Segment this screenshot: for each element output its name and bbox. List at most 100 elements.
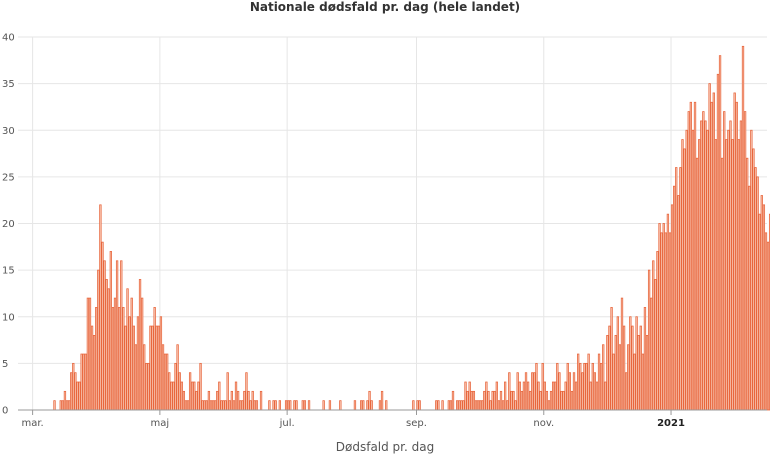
bar [180, 381, 183, 411]
bar [193, 381, 196, 411]
bar [635, 316, 638, 411]
bar [378, 400, 382, 411]
bar [163, 353, 167, 411]
bar [99, 204, 102, 411]
bar [289, 400, 292, 411]
bar [161, 344, 165, 411]
bar [595, 381, 599, 411]
bar [689, 101, 692, 411]
y-tick-label: 25 [2, 172, 15, 183]
bar [526, 381, 530, 411]
bar [241, 400, 244, 411]
bar [115, 260, 119, 411]
bar [474, 400, 478, 411]
bar [685, 129, 688, 411]
bar [645, 334, 649, 411]
y-tick-label: 0 [2, 406, 8, 417]
bar [168, 372, 171, 411]
bar [174, 362, 177, 411]
bar [760, 195, 763, 411]
bar [78, 381, 81, 411]
bar [679, 167, 682, 411]
bar [90, 325, 94, 411]
bar [224, 400, 227, 411]
x-tick-label: jul. [279, 418, 295, 429]
bar [520, 390, 523, 411]
bar [247, 390, 250, 411]
bar [195, 390, 198, 411]
bar [506, 400, 509, 411]
bar [570, 390, 574, 411]
bar [616, 316, 619, 411]
bar [76, 381, 79, 411]
bar [128, 316, 131, 411]
bar [416, 400, 419, 411]
bar [647, 269, 651, 411]
bar [723, 111, 726, 411]
bar [583, 362, 586, 411]
bar [668, 232, 672, 411]
y-tick-label: 40 [2, 33, 15, 44]
bar [449, 400, 453, 411]
bar [750, 129, 753, 411]
bar [673, 185, 676, 411]
bar [710, 101, 713, 411]
bar [97, 269, 100, 411]
bar [80, 353, 83, 411]
bar [608, 325, 611, 411]
y-tick-label: 35 [2, 79, 15, 90]
bar [577, 353, 580, 411]
bar [65, 400, 69, 411]
bar [478, 400, 482, 411]
bar [70, 372, 73, 411]
bar [650, 297, 653, 411]
bar [531, 372, 534, 411]
bar [230, 390, 234, 411]
bar [72, 362, 75, 411]
bar [122, 307, 125, 411]
bar [762, 204, 766, 411]
bar [522, 381, 526, 411]
bar [512, 390, 515, 411]
bar [675, 167, 678, 411]
bar [278, 400, 281, 411]
bar [360, 400, 363, 411]
bar [727, 129, 730, 411]
bar [466, 390, 469, 411]
bar [489, 400, 492, 411]
bar [743, 111, 747, 411]
bar [629, 316, 632, 411]
bar [274, 400, 277, 411]
bar [218, 381, 221, 411]
bar [666, 213, 670, 411]
bar [756, 176, 759, 411]
bar [558, 372, 561, 411]
bar [706, 129, 709, 411]
bar [739, 120, 743, 411]
bar [720, 157, 724, 411]
bar [437, 400, 440, 411]
bar [203, 400, 206, 411]
bar [435, 400, 438, 411]
bar [132, 325, 135, 411]
bar [301, 400, 304, 411]
bar [731, 139, 734, 411]
y-tick-label: 15 [2, 266, 15, 277]
bar [725, 139, 728, 411]
bar [518, 381, 521, 411]
x-axis-label: Dødsfald pr. dag [335, 440, 435, 454]
bar [157, 325, 160, 411]
bar [103, 260, 106, 411]
y-tick-label: 10 [2, 312, 15, 323]
bar [639, 325, 642, 411]
bar [205, 400, 208, 411]
bar [643, 307, 647, 411]
bar [322, 400, 325, 411]
bar [493, 390, 496, 411]
bar [604, 381, 607, 411]
bar [698, 139, 701, 411]
bar [714, 139, 718, 411]
bar [677, 195, 680, 411]
bar [599, 362, 603, 411]
